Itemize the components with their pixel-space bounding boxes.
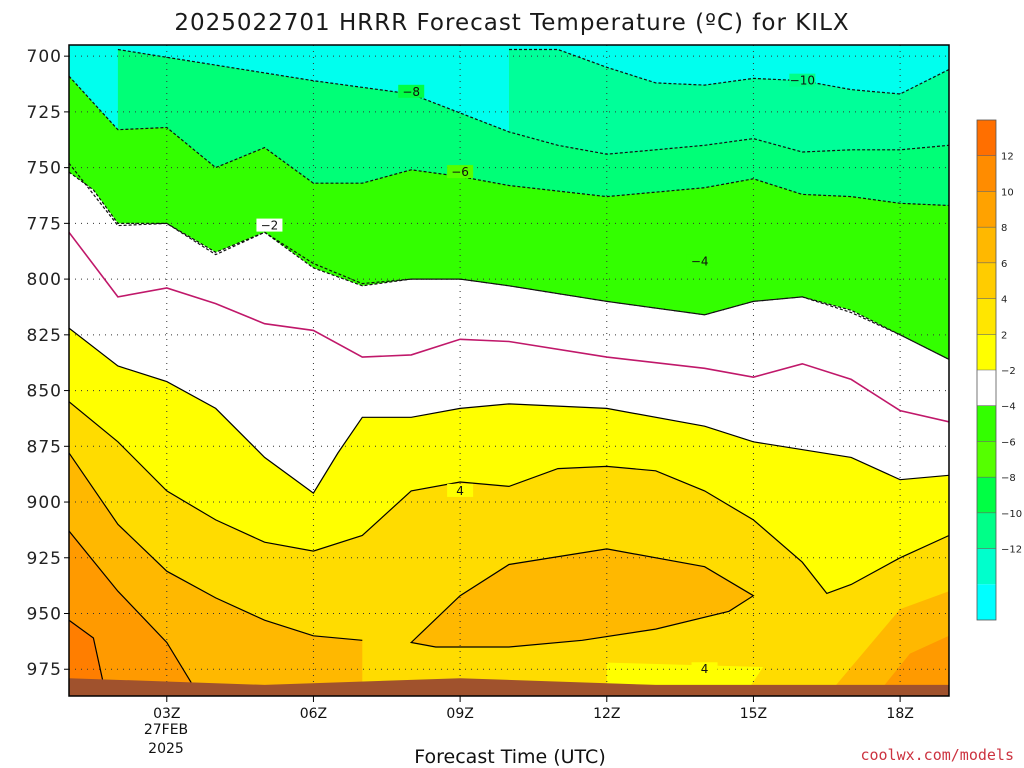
colorbar-label: −4 <box>1001 402 1016 413</box>
contour-label: −10 <box>790 74 815 88</box>
contour-label-bg <box>686 254 713 268</box>
colorbar-swatch <box>977 155 996 192</box>
colorbar-label: −8 <box>1001 473 1016 484</box>
plot-area <box>69 45 949 696</box>
x-tick-label: 06Z <box>300 706 327 722</box>
fill-band <box>875 635 949 696</box>
colorbar-swatch <box>977 334 996 370</box>
temperature-fills <box>69 45 949 696</box>
y-tick-label: 800 <box>27 270 62 290</box>
colorbar-swatch <box>977 512 996 549</box>
date-line-2: 2025 <box>148 741 184 757</box>
colorbar-label: 4 <box>1001 295 1007 306</box>
y-tick-label: 875 <box>27 437 62 457</box>
isotherm-line <box>69 452 363 641</box>
colorbar-swatch <box>977 548 996 585</box>
contour-label: 4 <box>456 484 464 498</box>
colorbar-swatch <box>977 227 996 263</box>
isotherm-line <box>117 48 949 155</box>
colorbar-label: 10 <box>1001 187 1014 198</box>
contour-label-bg <box>789 73 816 87</box>
grid-lines <box>69 45 949 696</box>
colorbar-label: −10 <box>1001 509 1022 520</box>
fill-band <box>411 548 754 647</box>
colorbar-label: −6 <box>1001 437 1016 448</box>
y-tick-label: 900 <box>27 493 62 513</box>
y-axis: 700 725 750 775 800 825 850 875 900 925 950 975 <box>27 47 69 680</box>
y-tick-label: 850 <box>27 382 62 402</box>
colorbar-label: 8 <box>1001 223 1007 234</box>
isotherm-line <box>69 327 949 494</box>
colorbar-label: 6 <box>1001 259 1007 270</box>
colorbar: 12 10 8 6 4 2 −2 −4 −6 −8 −10 −12 <box>976 119 1022 621</box>
colorbar-swatch <box>977 477 996 513</box>
y-tick-label: 975 <box>27 660 62 680</box>
y-tick-label: 750 <box>27 159 62 179</box>
isotherm-line <box>409 548 755 648</box>
colorbar-swatch <box>977 441 996 478</box>
ground-surface <box>69 678 949 696</box>
contour-label: −6 <box>451 165 469 179</box>
chart-title: 2025022701 HRRR Forecast Temperature (ºC… <box>174 10 849 36</box>
colorbar-swatch <box>977 584 996 620</box>
isotherm-line <box>69 231 949 423</box>
x-tick-label: 18Z <box>886 706 913 722</box>
x-tick-label: 09Z <box>446 706 473 722</box>
contour-label: 4 <box>701 662 709 676</box>
isotherm-line <box>69 401 949 595</box>
contour-label: −8 <box>402 85 420 99</box>
y-tick-label: 775 <box>27 214 62 234</box>
contour-label-bg <box>447 483 474 497</box>
colorbar-label: −2 <box>1001 366 1016 377</box>
y-tick-label: 825 <box>27 326 62 346</box>
colorbar-swatch <box>977 298 996 335</box>
colorbar-label: 2 <box>1001 330 1007 341</box>
contour-label-bg <box>691 662 718 676</box>
y-tick-label: 725 <box>27 103 62 123</box>
colorbar-label: −12 <box>1001 545 1022 556</box>
x-tick-label: 12Z <box>593 706 620 722</box>
isotherm-line <box>69 162 949 360</box>
colorbar-swatch <box>977 120 996 156</box>
contour-labels: −10 −8 −6 −4 −2 4 4 <box>256 73 816 676</box>
x-axis: 03Z 06Z 09Z 12Z 15Z 18Z <box>153 696 914 722</box>
x-axis-label: Forecast Time (UTC) <box>414 746 605 768</box>
colorbar-swatch <box>977 262 996 299</box>
date-line-1: 27FEB <box>144 722 188 738</box>
y-tick-label: 925 <box>27 549 62 569</box>
isotherm-line <box>69 171 949 360</box>
contour-label-bg <box>398 84 425 98</box>
credit-text: coolwx.com/models <box>860 746 1014 764</box>
isotherm-line <box>69 619 104 683</box>
colorbar-label: 12 <box>1001 152 1014 163</box>
isotherm-line <box>69 530 192 683</box>
colorbar-swatch <box>977 370 996 406</box>
isotherm-line <box>509 48 949 95</box>
contour-label-bg <box>256 218 283 232</box>
fill-band <box>69 401 949 696</box>
x-tick-label: 15Z <box>740 706 767 722</box>
plot-frame <box>68 44 950 697</box>
contour-label: −4 <box>691 254 709 268</box>
contour-label-bg <box>447 165 474 179</box>
colorbar-swatch <box>977 405 996 442</box>
contour-label: −2 <box>261 219 279 233</box>
fill-band <box>69 531 192 696</box>
x-tick-label: 03Z <box>153 706 180 722</box>
fill-band <box>69 620 104 696</box>
colorbar-swatch <box>977 191 996 228</box>
y-tick-label: 950 <box>27 605 62 625</box>
y-tick-label: 700 <box>27 47 62 67</box>
